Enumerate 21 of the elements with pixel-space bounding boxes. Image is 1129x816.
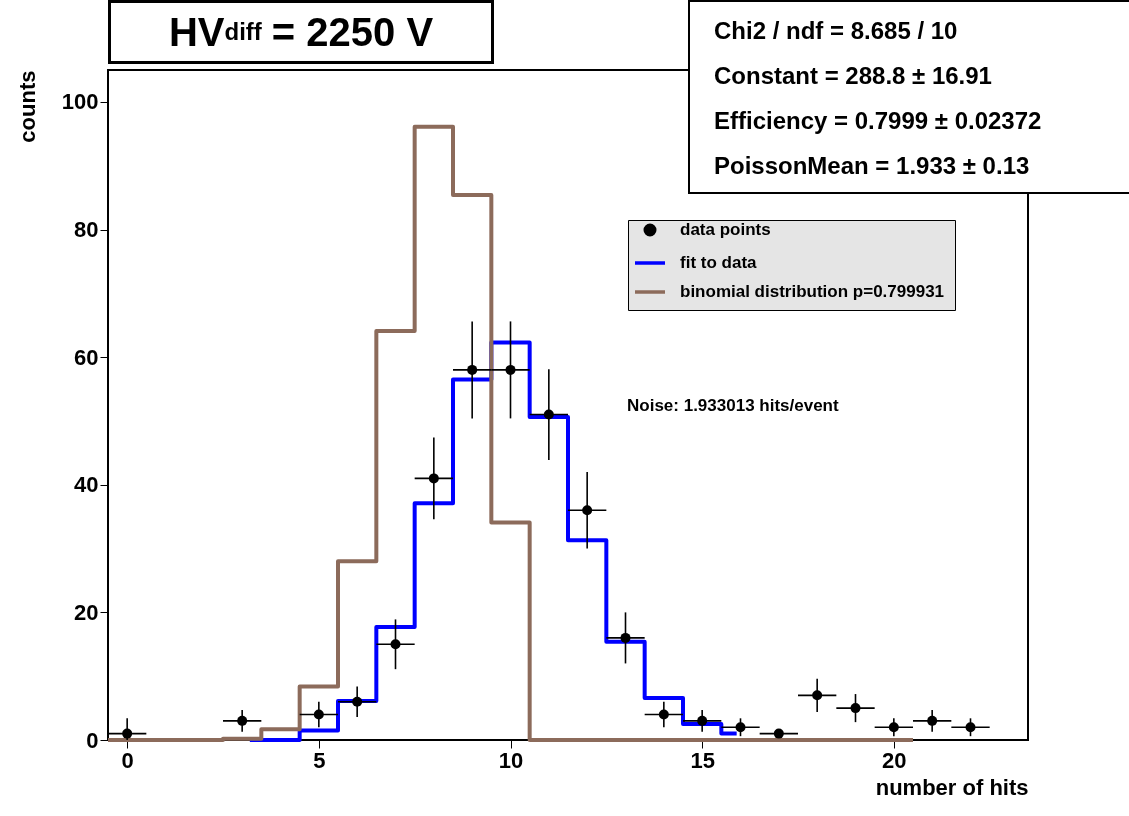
x-tick-label: 15 <box>690 747 715 773</box>
y-tick-label: 80 <box>74 217 99 243</box>
annotation: Efficiency = 0.7999 ± 0.02372 <box>714 106 1043 136</box>
annotation: Noise: 1.933013 hits/event <box>627 396 839 416</box>
x-tick-label: 0 <box>121 747 134 773</box>
y-tick-label: 20 <box>74 599 99 625</box>
y-tick-label: 60 <box>74 344 99 370</box>
legend-label: fit to data <box>680 253 758 272</box>
y-tick-label: 0 <box>86 727 99 753</box>
x-tick-label: 20 <box>882 747 907 773</box>
y-tick-label: 100 <box>61 89 99 115</box>
y-tick-label: 40 <box>74 472 99 498</box>
annotation: Constant = 288.8 ± 16.91 <box>714 61 993 91</box>
legend-label: data points <box>680 220 771 239</box>
y-axis-title: counts <box>14 70 40 143</box>
text-box: Chi2 / ndf = 8.685 / 10 Constant = 288.8 ± 16.91 Efficiency = 0.7999 ± 0.02372 PoissonMean = 1.933 ± 0.13 <box>688 0 1129 194</box>
x-tick-label: 10 <box>498 747 524 773</box>
x-axis-title: number of hits <box>875 774 1029 800</box>
x-tick-label: 5 <box>313 747 326 773</box>
legend-label: binomial distribution p=0.799931 <box>680 282 945 301</box>
annotation: PoissonMean = 1.933 ± 0.13 <box>714 151 1031 181</box>
